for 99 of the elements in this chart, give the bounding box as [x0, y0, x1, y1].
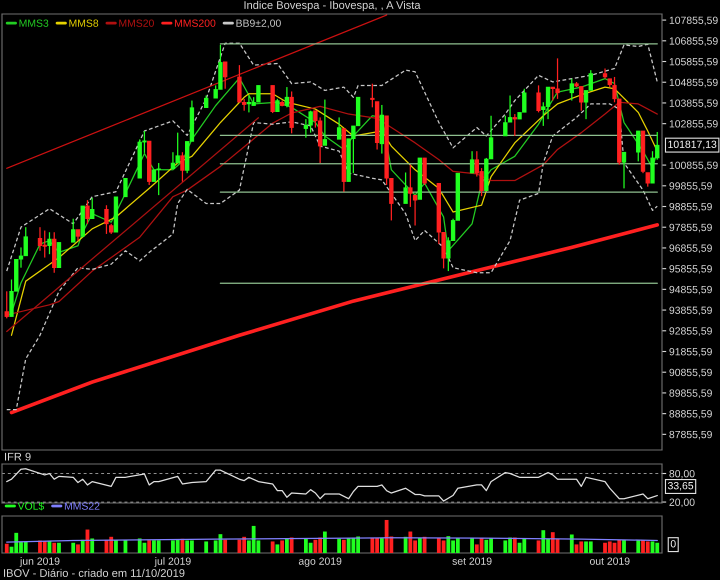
candlestick	[275, 98, 280, 112]
x-tick-label: out 2019	[590, 557, 630, 565]
bar	[536, 540, 540, 553]
bar	[404, 536, 408, 553]
candlestick	[636, 130, 640, 162]
bar	[380, 538, 384, 553]
bar	[52, 542, 56, 553]
bar	[114, 540, 118, 553]
bar	[422, 536, 426, 553]
bar	[622, 540, 626, 553]
candlestick	[622, 152, 626, 189]
bar	[284, 538, 289, 553]
bar	[76, 544, 80, 553]
bar	[290, 537, 294, 553]
candlestick	[512, 113, 517, 137]
y-tick-label: 98855,59	[669, 203, 712, 212]
legend-label: MMS3	[20, 19, 48, 27]
y-tick-label: 95855,59	[669, 265, 712, 274]
x-tick-label: jun 2019	[20, 557, 60, 567]
legend-label: MMS8	[69, 19, 98, 27]
candlestick	[602, 68, 608, 80]
y-tick-label: 103855,59	[670, 99, 718, 108]
candlestick	[646, 172, 650, 188]
y-tick-label: 97855,59	[669, 224, 712, 232]
y-tick-label: 20,00	[669, 498, 695, 508]
candlestick	[570, 78, 574, 102]
candlestick	[403, 172, 408, 204]
y-tick-label: 106855,59	[670, 37, 718, 46]
y-tick-label: 105855,59	[670, 58, 718, 67]
candlestick	[412, 194, 418, 226]
bar	[636, 540, 640, 553]
line-series	[6, 42, 658, 272]
legend-label: MMS22	[64, 502, 100, 510]
text: 0	[670, 540, 676, 548]
y-tick-label: 87855,59	[669, 430, 712, 440]
legend-label: BB9±2,00	[236, 19, 281, 28]
bar	[147, 540, 152, 553]
bar	[124, 540, 128, 553]
bar	[57, 542, 61, 553]
bar	[71, 542, 76, 553]
candlestick	[284, 86, 290, 108]
chart-title: Indice Bovespa - Ibovespa, , A Vista	[244, 0, 421, 12]
y-tick-label: 99855,59	[669, 182, 712, 191]
candlestick	[470, 150, 474, 174]
line-series	[10, 223, 660, 414]
y-tick-label: 94855,59	[669, 286, 712, 294]
bar	[204, 541, 208, 553]
bar	[342, 540, 346, 553]
bar	[180, 538, 184, 553]
candlestick	[536, 84, 541, 114]
line-series	[6, 103, 658, 410]
candlestick	[222, 61, 228, 90]
bar	[275, 544, 280, 553]
bar	[322, 532, 327, 553]
candlestick	[85, 200, 90, 224]
legend-label: MMS20	[119, 19, 154, 27]
bar	[337, 538, 342, 553]
text: 101817,13	[668, 140, 716, 150]
chart-title: IFR 9	[5, 452, 31, 461]
bar	[86, 530, 90, 553]
candlestick	[90, 197, 94, 220]
y-tick-label: 91855,59	[669, 348, 712, 357]
y-tick-label: 88855,59	[669, 410, 712, 419]
candlestick	[4, 290, 9, 319]
y-tick-label: 107855,59	[670, 16, 718, 26]
candlestick	[71, 218, 76, 243]
y-tick-label: 92855,59	[669, 327, 712, 336]
bar	[470, 538, 474, 553]
y-tick-label: 102855,59	[670, 120, 718, 129]
x-tick-label: ago 2019	[298, 557, 342, 567]
y-tick-label: 100855,59	[670, 162, 718, 170]
y-tick-label: 104855,59	[670, 78, 718, 88]
line-series	[6, 468, 658, 502]
x-tick-label: jul 2019	[154, 557, 191, 567]
bar	[270, 541, 275, 553]
candlestick	[322, 98, 328, 146]
y-tick-label: 89855,59	[669, 389, 712, 398]
legend-label: VOL$	[18, 502, 44, 510]
candlestick	[204, 94, 208, 108]
candlestick	[76, 228, 80, 242]
candlestick	[109, 223, 114, 235]
legend-label: MMS200	[174, 19, 216, 27]
candlestick	[104, 204, 109, 235]
y-tick-label: 96855,59	[669, 244, 712, 254]
y-tick-label: 93855,59	[669, 306, 712, 316]
bar	[223, 540, 228, 553]
text: 33,65	[668, 482, 694, 491]
y-tick-label: 90855,59	[669, 368, 712, 378]
x-tick-label: set 2019	[452, 557, 492, 565]
candlestick	[180, 152, 185, 182]
candlestick	[370, 83, 375, 108]
bar	[48, 540, 52, 553]
candlestick	[336, 116, 342, 140]
text: IBOV - Diário - criado em 11/10/2019	[4, 568, 184, 577]
bar	[280, 540, 284, 553]
candlestick	[408, 164, 413, 208]
y-tick-label: 80,00	[669, 470, 695, 479]
candlestick	[123, 178, 128, 198]
candlestick	[47, 232, 52, 255]
